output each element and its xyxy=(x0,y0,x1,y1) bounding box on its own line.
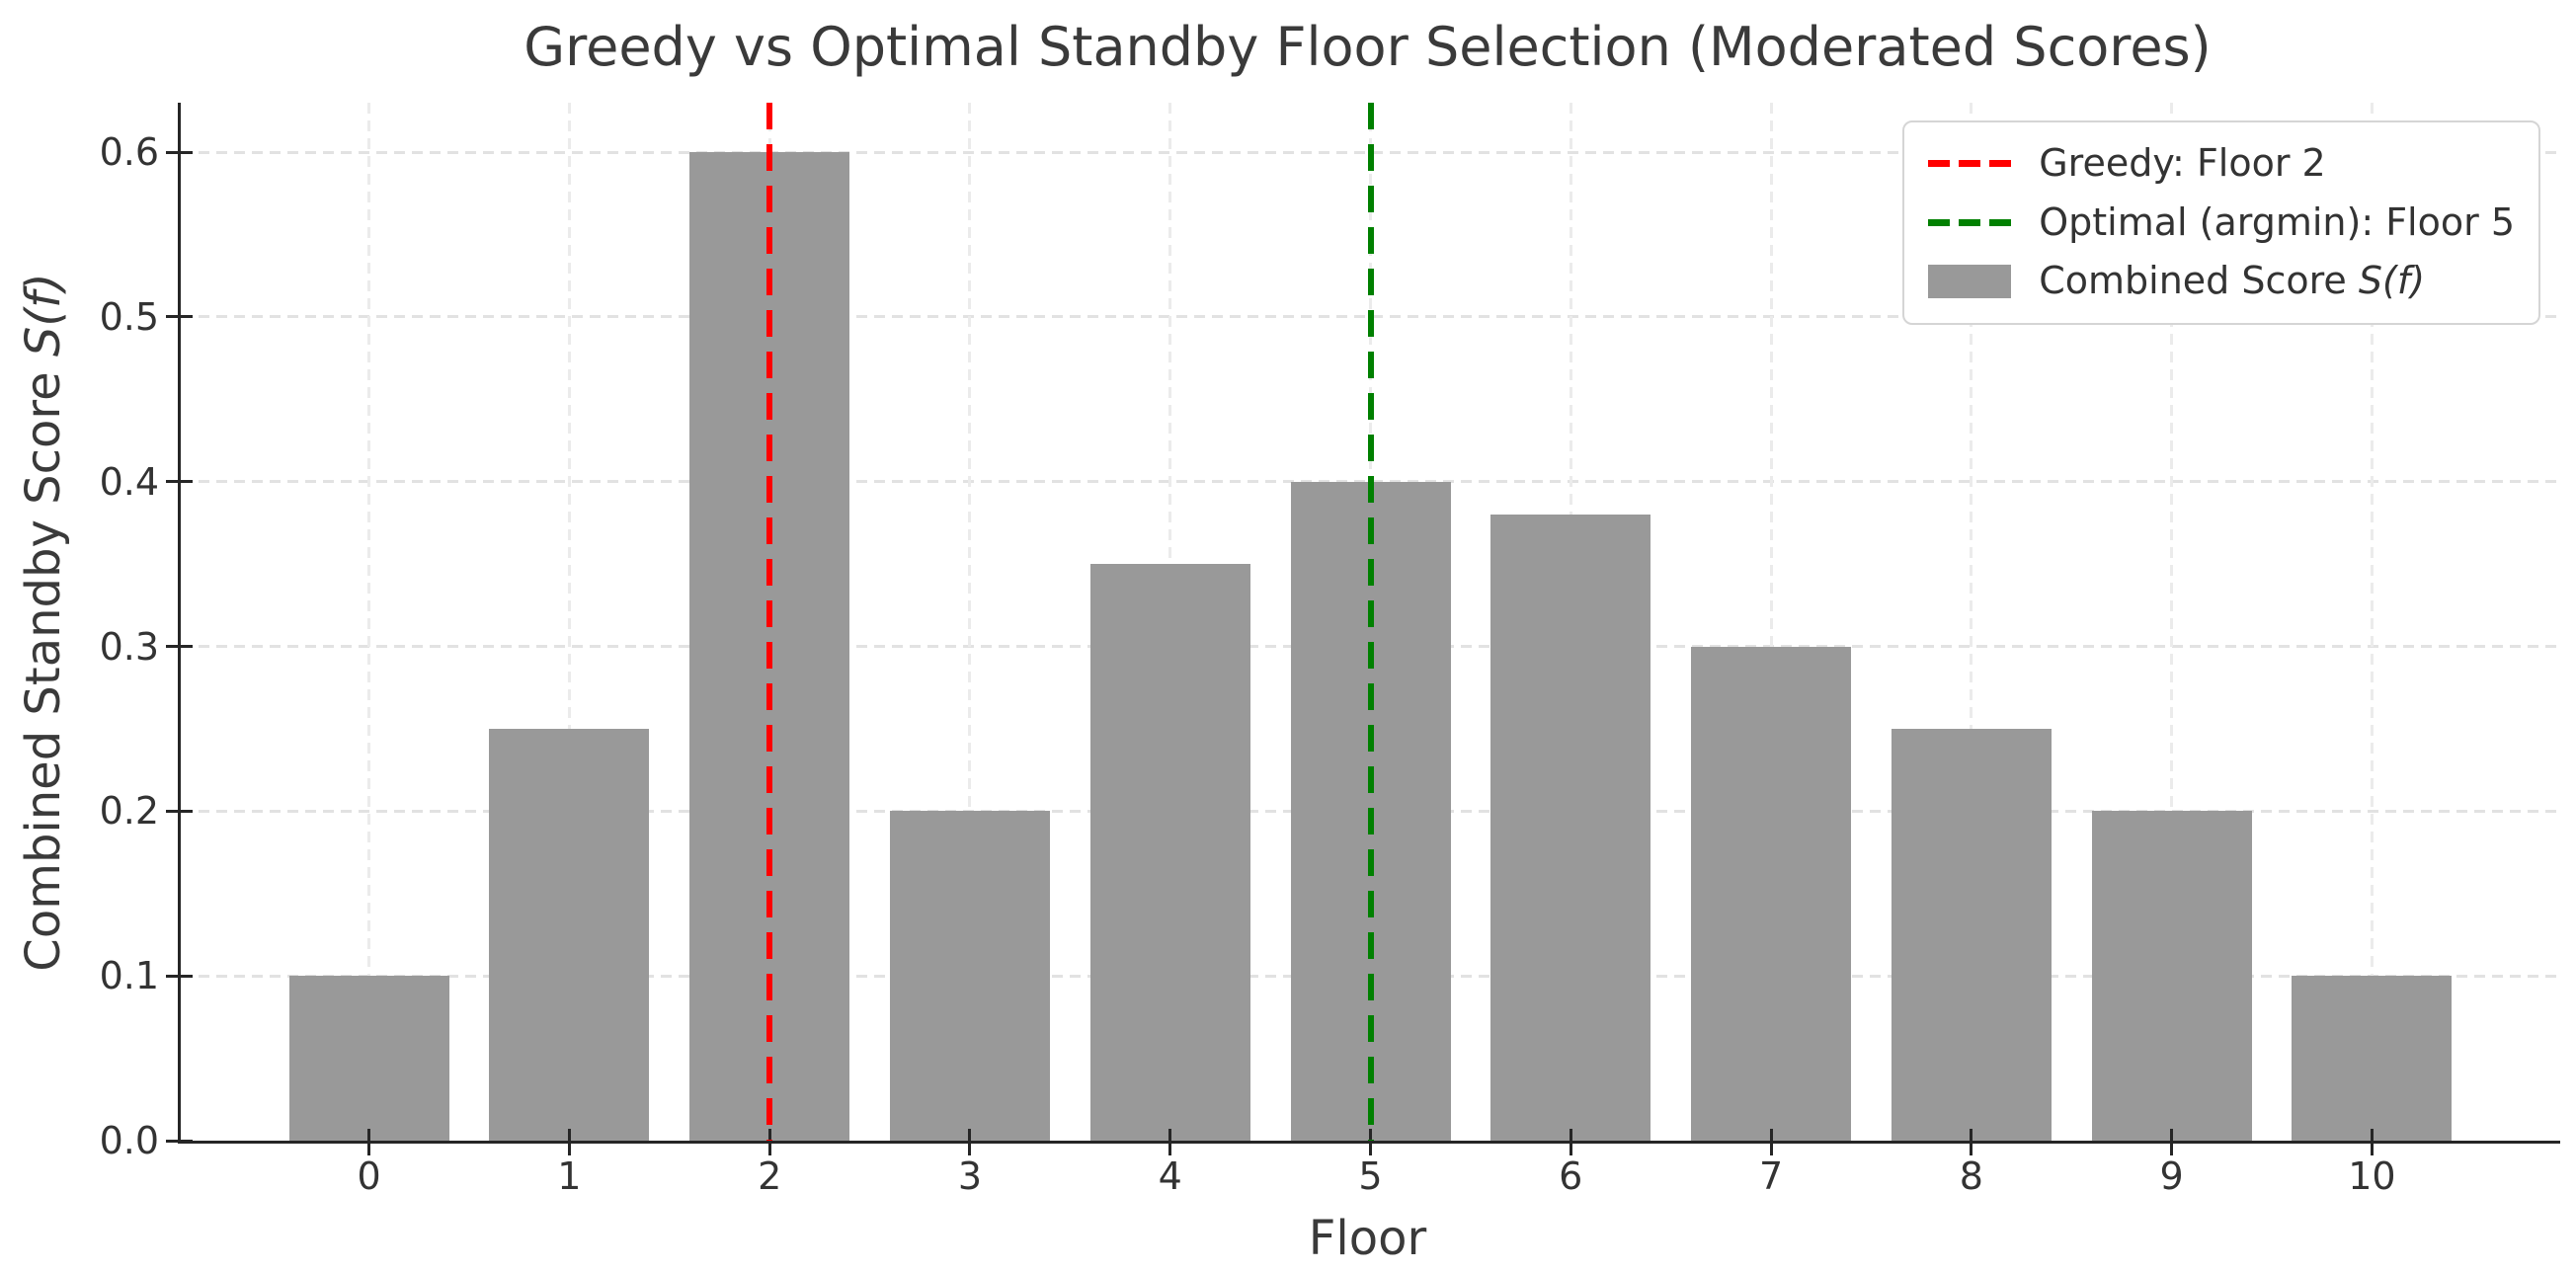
x-tick-label: 10 xyxy=(2348,1154,2396,1198)
x-tick xyxy=(1569,1129,1572,1155)
legend-label-text: Greedy: Floor 2 xyxy=(2039,141,2326,185)
y-axis-label: Combined Standby Score S(f) xyxy=(16,273,71,971)
x-tick xyxy=(567,1129,571,1155)
legend-label-text: Combined Score xyxy=(2039,259,2359,302)
y-tick-label: 0.4 xyxy=(99,459,159,504)
x-tick xyxy=(767,1129,771,1155)
bar-floor-6 xyxy=(1490,515,1651,1141)
x-tick-label: 6 xyxy=(1559,1154,1583,1198)
x-tick-label: 2 xyxy=(758,1154,782,1198)
x-gridline xyxy=(1769,103,1773,1141)
x-gridline xyxy=(367,103,371,1141)
x-gridline xyxy=(2370,103,2374,1141)
y-tick xyxy=(166,1139,193,1143)
x-tick xyxy=(1168,1129,1172,1155)
y-tick-label: 0.0 xyxy=(99,1119,159,1162)
y-tick-label: 0.2 xyxy=(99,789,159,834)
x-tick-label: 7 xyxy=(1758,1154,1784,1198)
x-tick-label: 4 xyxy=(1158,1154,1182,1198)
y-axis-label-text: Combined Standby Score xyxy=(16,357,71,972)
legend-label: Greedy: Floor 2 xyxy=(2039,140,2326,188)
bar-floor-4 xyxy=(1089,564,1250,1141)
x-axis-label: Floor xyxy=(1308,1211,1427,1266)
x-tick-label: 0 xyxy=(357,1154,381,1198)
x-tick xyxy=(2370,1129,2374,1155)
legend-label-text: Optimal (argmin): Floor 5 xyxy=(2039,199,2515,244)
chart-title: Greedy vs Optimal Standby Floor Selectio… xyxy=(523,16,2212,78)
x-tick xyxy=(367,1129,371,1155)
legend-item: Greedy: Floor 2 xyxy=(1928,140,2515,188)
bar-floor-3 xyxy=(889,811,1050,1141)
x-gridline xyxy=(567,103,571,1141)
x-gridline xyxy=(2170,103,2174,1141)
y-tick xyxy=(166,974,193,978)
legend-item: Combined Score S(f) xyxy=(1928,258,2515,305)
x-tick xyxy=(968,1129,972,1155)
y-tick-label: 0.1 xyxy=(99,954,159,998)
y-tick-label: 0.3 xyxy=(99,624,159,669)
y-tick xyxy=(166,315,193,319)
x-tick xyxy=(2170,1129,2174,1155)
bar-floor-9 xyxy=(2091,811,2252,1141)
y-tick xyxy=(166,809,193,813)
x-tick xyxy=(1970,1129,1973,1155)
y-axis-label-math: S(f) xyxy=(16,273,71,358)
legend-item: Optimal (argmin): Floor 5 xyxy=(1928,199,2515,247)
y-tick xyxy=(166,150,193,154)
greedy-vline xyxy=(766,103,773,1141)
x-tick-label: 5 xyxy=(1358,1154,1383,1198)
legend-dashed-line-swatch xyxy=(1928,218,2012,226)
y-tick xyxy=(166,480,193,484)
x-gridline xyxy=(1970,103,1973,1141)
x-tick-label: 8 xyxy=(1959,1154,1983,1198)
x-tick-label: 1 xyxy=(557,1154,582,1198)
legend-label: Optimal (argmin): Floor 5 xyxy=(2039,199,2515,247)
bar-floor-0 xyxy=(288,976,449,1141)
bar-floor-10 xyxy=(2292,976,2453,1141)
y-tick xyxy=(166,645,193,649)
legend-dashed-line-swatch xyxy=(1928,160,2012,168)
x-tick xyxy=(1769,1129,1773,1155)
y-tick-label: 0.5 xyxy=(99,294,159,339)
x-tick xyxy=(1369,1129,1372,1155)
x-gridline xyxy=(968,103,972,1141)
optimal-vline xyxy=(1367,103,1374,1141)
legend-label: Combined Score S(f) xyxy=(2039,258,2425,305)
plot-area: Greedy: Floor 2 Optimal (argmin): Floor 5… xyxy=(100,103,2560,1198)
bar-floor-7 xyxy=(1691,646,1852,1141)
x-tick-label: 3 xyxy=(957,1154,983,1198)
x-tick-label: 9 xyxy=(2159,1154,2184,1198)
bar-floor-8 xyxy=(1891,728,2052,1141)
legend: Greedy: Floor 2 Optimal (argmin): Floor 5… xyxy=(1902,120,2540,325)
y-tick-label: 0.6 xyxy=(99,130,159,175)
legend-label-math: S(f) xyxy=(2358,259,2426,302)
legend-patch-swatch xyxy=(1928,264,2012,298)
bar-floor-1 xyxy=(489,728,650,1141)
